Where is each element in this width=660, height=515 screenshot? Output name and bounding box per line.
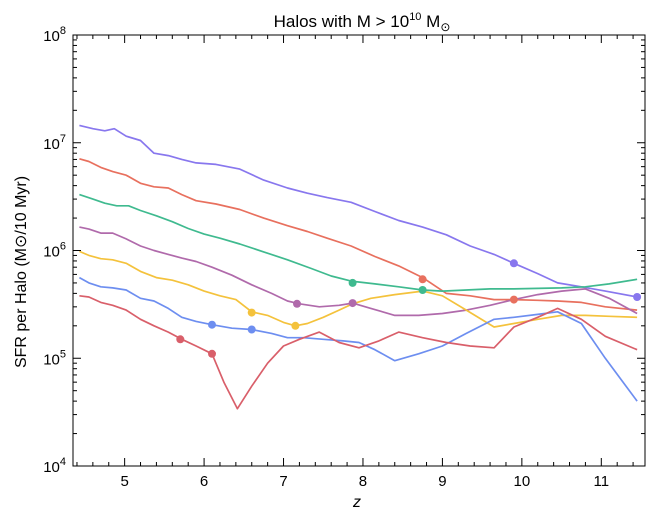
x-tick-label: 5 — [120, 473, 128, 490]
chart-title-main: Halos with M > 10 — [274, 12, 410, 31]
series-line-5 — [79, 250, 638, 328]
series-4-marker-2 — [348, 299, 357, 308]
series-1-marker-2 — [633, 293, 642, 301]
chart-title: Halos with M > 1010 M⊙ — [274, 11, 451, 34]
series-4-marker-1 — [293, 299, 301, 308]
series-line-2 — [79, 157, 638, 311]
x-tick-label: 6 — [200, 473, 208, 490]
y-tick-label: 104 — [43, 456, 66, 476]
plot-content — [78, 124, 642, 410]
series-2-marker-2 — [509, 295, 518, 304]
chart-title-sup: 10 — [409, 11, 421, 23]
chart-title-tail: M — [421, 12, 440, 31]
series-6-marker-1 — [208, 320, 216, 329]
series-line-7 — [79, 294, 638, 410]
y-axis-title: SFR per Halo (M⊙/10 Myr) — [13, 176, 30, 368]
x-tick-label: 7 — [279, 473, 287, 490]
axes: 5 6 7 8 9 10 11 104 105 106 107 108 — [43, 25, 645, 490]
series-2-marker-1 — [418, 275, 427, 284]
y-tick-label: 108 — [43, 25, 66, 45]
chart-title-sub: ⊙ — [440, 20, 450, 34]
series-line-3 — [79, 193, 638, 292]
series-1-marker-1 — [509, 259, 518, 268]
y-tick-label: 106 — [43, 241, 66, 261]
series-line-1 — [79, 124, 638, 298]
series-7-marker-1 — [176, 335, 185, 344]
y-tick-label: 105 — [43, 348, 66, 368]
series-3-marker-1 — [348, 278, 357, 287]
series-6-marker-2 — [247, 325, 256, 334]
series-5-marker-1 — [247, 308, 256, 317]
series-3-marker-2 — [418, 286, 427, 294]
x-tick-label: 10 — [514, 473, 531, 490]
x-tick-label: 9 — [438, 473, 446, 490]
series-7-marker-2 — [208, 349, 216, 358]
x-tick-label: 8 — [359, 473, 367, 490]
series-line-6 — [78, 276, 638, 402]
x-tick-label: 11 — [594, 473, 610, 490]
series-5-marker-2 — [291, 321, 300, 330]
x-axis-title: z — [352, 494, 361, 511]
plot-frame — [72, 34, 646, 467]
y-tick-label: 107 — [43, 133, 66, 153]
